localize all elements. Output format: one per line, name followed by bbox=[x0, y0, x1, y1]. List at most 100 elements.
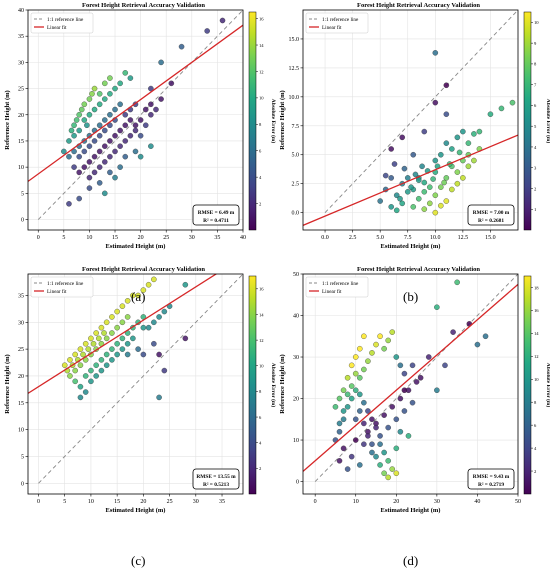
colorbar-tick-label: 14 bbox=[534, 331, 539, 336]
scatter-point bbox=[449, 186, 455, 193]
scatter-point bbox=[98, 324, 105, 331]
scatter-point bbox=[377, 433, 383, 439]
scatter-point bbox=[393, 470, 400, 477]
scatter-point bbox=[88, 335, 94, 342]
colorbar-tick-label: 4 bbox=[259, 441, 262, 446]
scatter-point bbox=[348, 395, 355, 402]
scatter-point bbox=[71, 148, 77, 155]
scatter-point bbox=[127, 75, 134, 81]
scatter-point bbox=[72, 367, 78, 374]
colorbar-tick-label: 4 bbox=[534, 446, 537, 451]
scatter-point bbox=[361, 420, 367, 427]
colorbar-tick-label: 8 bbox=[534, 62, 537, 67]
scatter-point bbox=[482, 333, 489, 340]
scatter-point bbox=[178, 43, 185, 50]
colorbar-label: Absolute Error (m) bbox=[270, 363, 277, 408]
scatter-point bbox=[401, 165, 408, 172]
stats-rmse: RMSE = 9.43 m bbox=[473, 474, 510, 480]
scatter-point bbox=[88, 378, 94, 385]
scatter-point bbox=[399, 200, 406, 207]
y-tick-label: 30 bbox=[18, 320, 24, 326]
scatter-point bbox=[107, 169, 113, 176]
scatter-point bbox=[443, 140, 450, 146]
scatter-point bbox=[161, 308, 168, 315]
y-tick-label: 5 bbox=[21, 454, 24, 460]
scatter-point bbox=[145, 324, 152, 331]
scatter-point bbox=[377, 441, 383, 447]
y-tick-label: 35 bbox=[18, 34, 24, 40]
scatter-point bbox=[432, 50, 439, 56]
x-tick-label: 0 bbox=[37, 235, 40, 241]
y-tick-label: 20 bbox=[293, 397, 299, 403]
scatter-point bbox=[107, 138, 113, 144]
scatter-point bbox=[88, 367, 94, 374]
scatter-point bbox=[66, 138, 72, 144]
colorbar-tick-label: 12 bbox=[534, 354, 539, 359]
y-tick-label: 10 bbox=[18, 165, 24, 171]
scatter-point bbox=[61, 148, 67, 155]
scatter-point bbox=[421, 128, 428, 135]
scatter-point bbox=[67, 357, 73, 363]
stats-rmse: RMSE = 13.55 m bbox=[196, 474, 236, 480]
y-tick-label: 10 bbox=[18, 428, 24, 434]
scatter-point bbox=[415, 177, 422, 183]
scatter-point bbox=[112, 174, 118, 181]
scatter-point bbox=[357, 462, 363, 468]
plot-frame bbox=[302, 273, 519, 495]
scatter-point bbox=[456, 149, 463, 156]
scatter-point bbox=[404, 189, 411, 195]
y-tick-label: 15 bbox=[18, 401, 24, 407]
scatter-point bbox=[89, 91, 95, 97]
colorbar-tick-label: 9 bbox=[534, 41, 537, 46]
scatter-point bbox=[96, 335, 102, 342]
scatter-point bbox=[365, 408, 371, 414]
colorbar-tick-label: 2 bbox=[534, 186, 537, 191]
scatter-point bbox=[86, 96, 93, 102]
scatter-point bbox=[107, 153, 113, 160]
y-tick-label: 10 bbox=[293, 438, 299, 444]
scatter-point bbox=[388, 204, 394, 210]
scatter-point bbox=[132, 122, 139, 129]
colorbar: 1 2 3 4 5 6 7 8 9 10 Absolute Error (m) bbox=[523, 11, 550, 231]
stats-r2: R² = 0.5213 bbox=[203, 482, 229, 488]
scatter-point bbox=[357, 391, 363, 398]
scatter-point bbox=[142, 106, 149, 113]
scatter-point bbox=[103, 362, 110, 368]
stats-frame bbox=[467, 468, 515, 490]
scatter-point bbox=[421, 179, 428, 186]
colorbar-tick-label: 8 bbox=[259, 122, 262, 127]
linear-fit-line bbox=[303, 283, 518, 472]
scatter-point bbox=[344, 374, 351, 381]
colorbar-tick-label: 2 bbox=[534, 469, 537, 474]
scatter-point bbox=[91, 153, 98, 160]
scatter-point bbox=[471, 157, 477, 164]
scatter-point bbox=[442, 362, 448, 369]
scatter-point bbox=[151, 276, 157, 283]
plot-area bbox=[303, 10, 518, 230]
scatter-point bbox=[117, 80, 123, 87]
scatter-point bbox=[117, 164, 123, 170]
x-tick-label: 12.5 bbox=[458, 235, 469, 241]
scatter-point bbox=[96, 122, 103, 129]
colorbar: 2 4 6 8 10 12 14 16 Absolute Error (m) bbox=[248, 275, 277, 495]
legend-label-reference: 1:1 reference line bbox=[47, 16, 84, 23]
scatter-point bbox=[107, 75, 113, 81]
linear-fit-line bbox=[303, 134, 518, 226]
scatter-point bbox=[77, 346, 84, 352]
scatter-point bbox=[102, 127, 108, 134]
scatter-point bbox=[427, 184, 433, 190]
stats-r2: R² = 0.2681 bbox=[478, 218, 504, 224]
scatter-point bbox=[127, 132, 134, 139]
scatter-point bbox=[389, 329, 396, 335]
scatter-point bbox=[471, 131, 477, 137]
scatter-point bbox=[119, 346, 126, 352]
legend-box bbox=[30, 276, 94, 298]
scatter-point bbox=[156, 314, 162, 320]
colorbar-tick-label: 4 bbox=[534, 145, 537, 150]
colorbar-tick-label: 6 bbox=[259, 415, 262, 420]
legend-box bbox=[305, 12, 369, 34]
scatter-point bbox=[432, 209, 439, 216]
scatter-point bbox=[421, 189, 428, 195]
